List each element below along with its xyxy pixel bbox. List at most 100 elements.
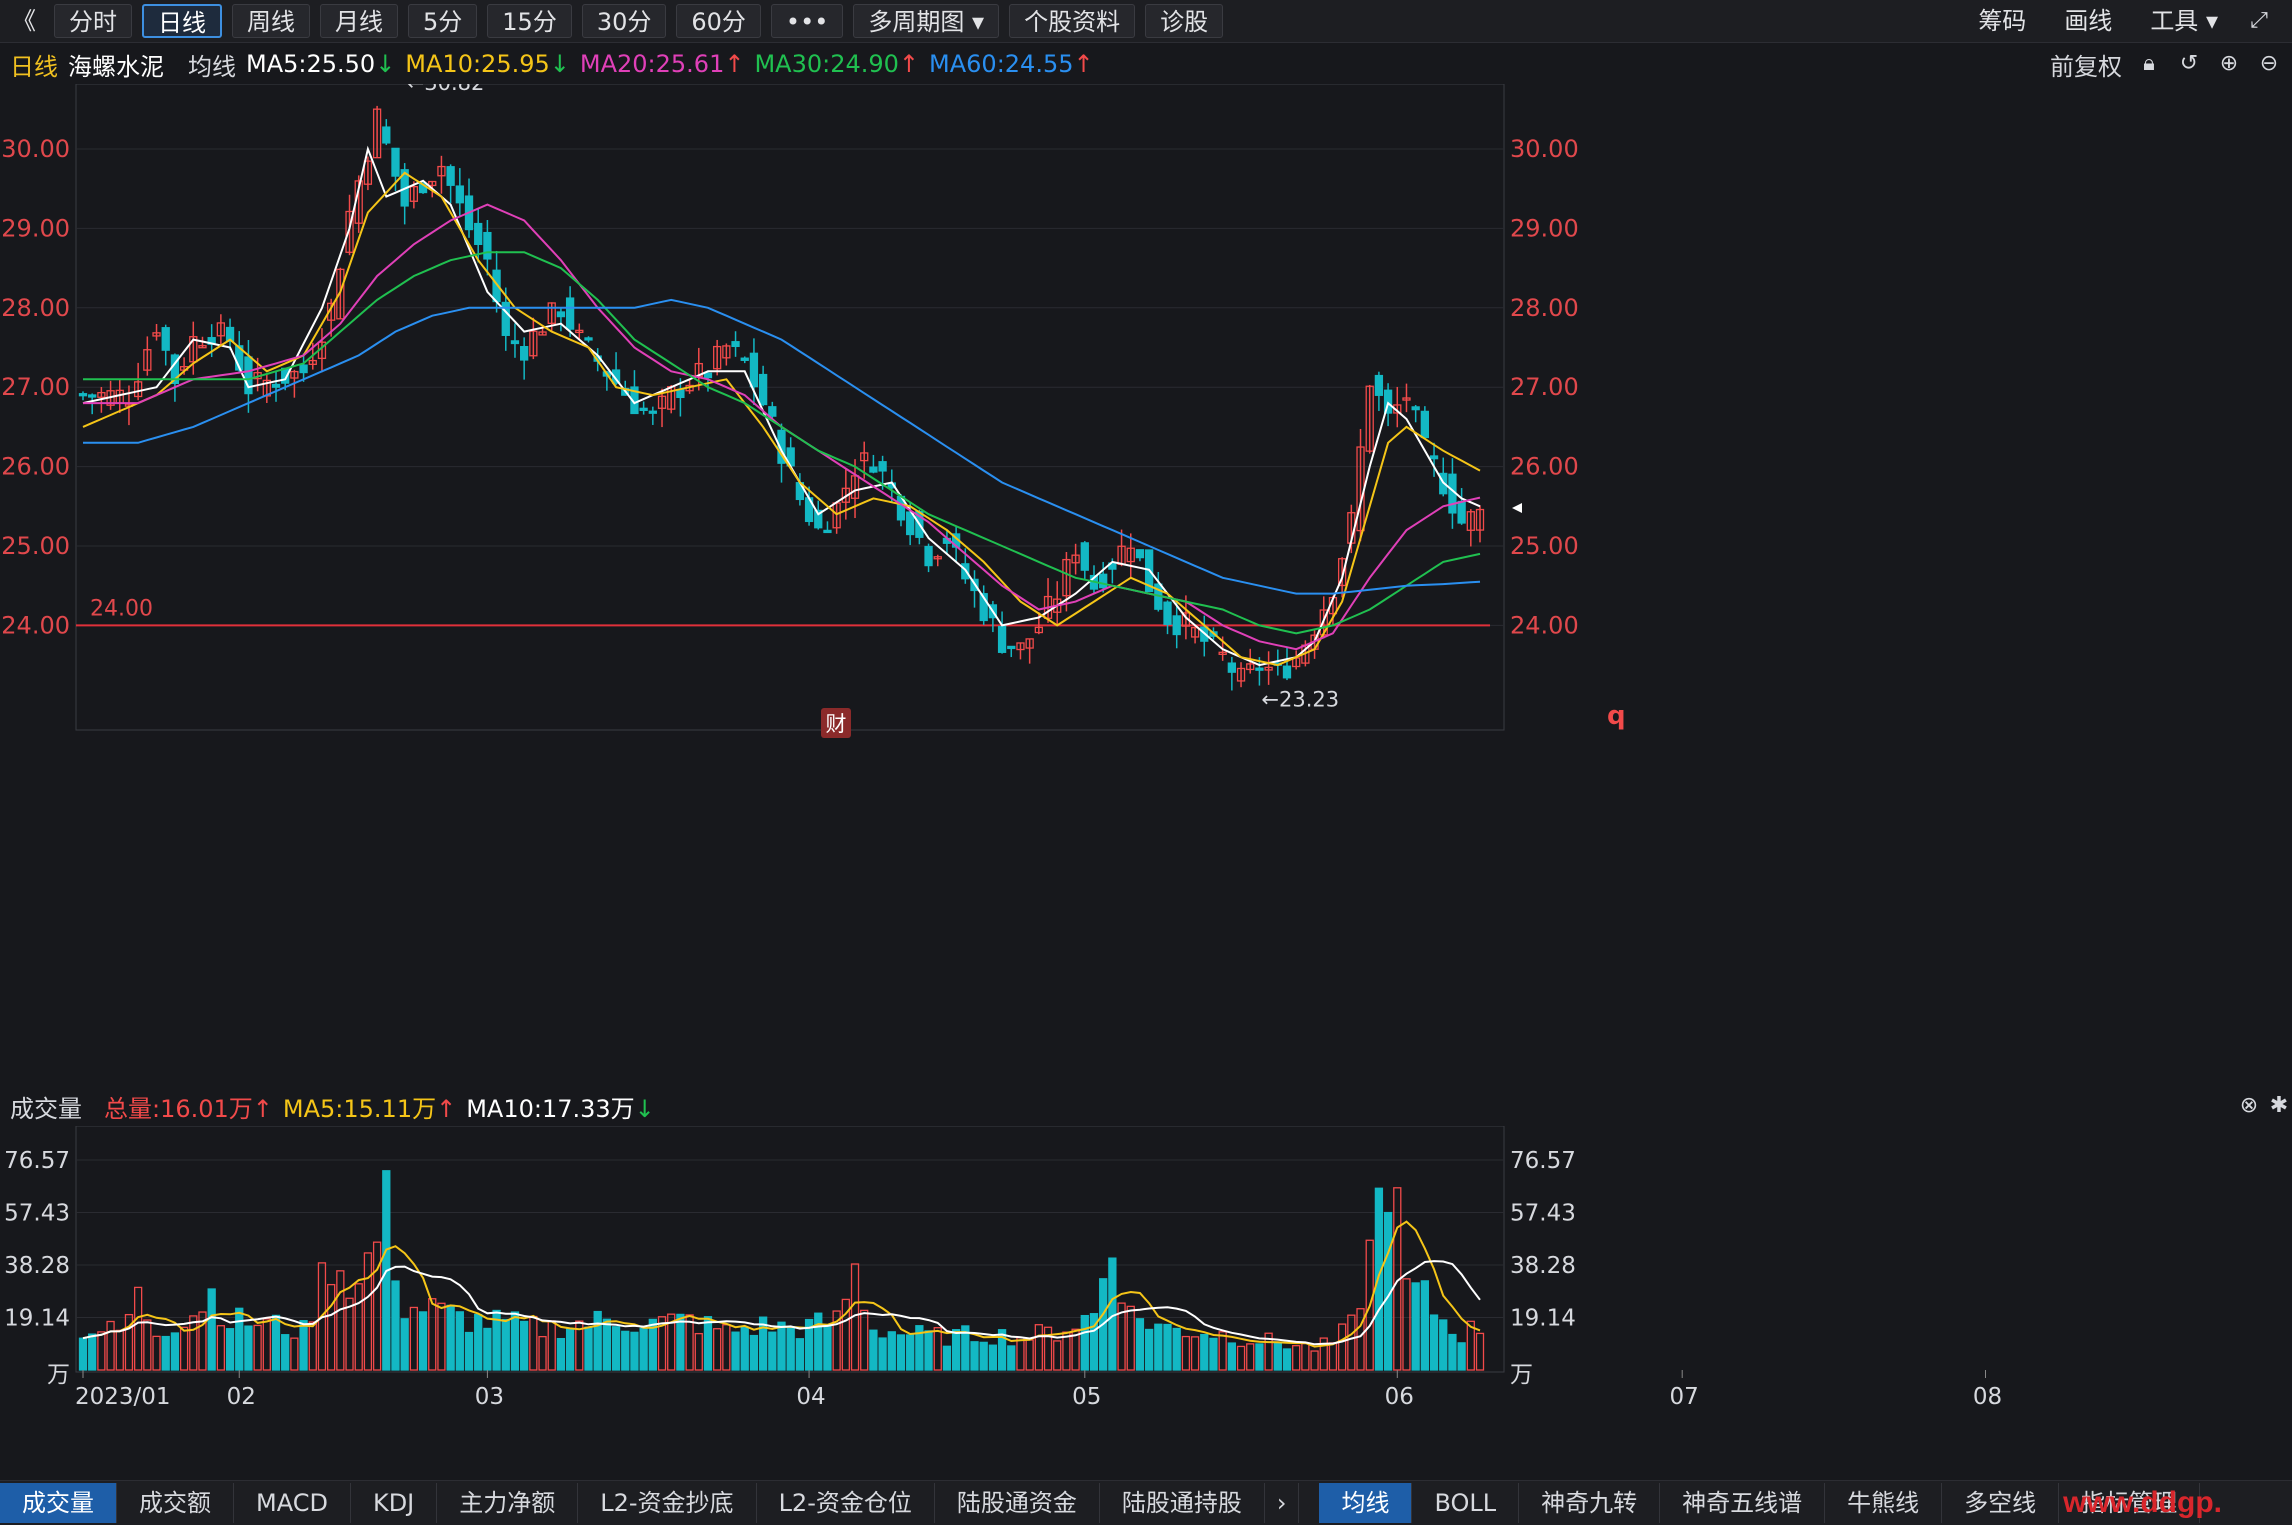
indicator-tab-13[interactable]: 牛熊线: [1825, 1483, 1943, 1523]
settings-icon[interactable]: ✱: [2269, 1093, 2289, 1118]
volume-bar: [1457, 1342, 1466, 1371]
period-tab-3[interactable]: 月线: [320, 4, 398, 38]
y-tick-right: 30.00: [1510, 135, 1579, 163]
high-price-mark: ←30.82: [407, 84, 485, 95]
candle-body: [143, 349, 152, 371]
candlestick-chart[interactable]: 30.00 30.00 29.00 29.00 28.00 28.00 27.00 27.00…: [0, 84, 2292, 1084]
volume-bar: [492, 1309, 501, 1371]
volume-bar: [1016, 1337, 1025, 1371]
volume-bar: [216, 1325, 226, 1371]
period-tab-1[interactable]: 日线: [142, 4, 222, 38]
tabs-scroll-arrow[interactable]: ›: [1265, 1483, 1300, 1523]
candle-body: [547, 302, 556, 324]
tools-button[interactable]: 工具 ▾: [2150, 7, 2218, 35]
volume-tick-right: 38.28: [1510, 1253, 1576, 1279]
chips-button[interactable]: 筹码: [1978, 7, 2027, 35]
ma5-value: MA5:25.50↓: [246, 50, 396, 78]
fullscreen-icon[interactable]: ⤢: [2250, 8, 2268, 33]
volume-header: 成交量 总量:16.01万↑ MA5:15.11万↑ MA10:17.33万↓ …: [0, 1086, 2292, 1126]
volume-bar: [786, 1326, 795, 1371]
period-tab-10[interactable]: 个股资料: [1009, 4, 1136, 38]
finance-event-label: 财: [826, 712, 847, 736]
undo-icon[interactable]: ↺: [2179, 51, 2199, 76]
volume-bar: [271, 1314, 281, 1371]
volume-bar: [483, 1327, 492, 1371]
candle-body: [878, 461, 887, 472]
indicator-tab-15[interactable]: 指标管理: [2059, 1483, 2201, 1523]
y-tick-right: 24.00: [1510, 611, 1579, 639]
indicator-tab-10[interactable]: BOLL: [1412, 1483, 1520, 1523]
candle-body: [1071, 554, 1080, 564]
period-tab-0[interactable]: 分时: [54, 4, 132, 38]
volume-bar: [336, 1270, 345, 1371]
indicator-tab-2[interactable]: MACD: [234, 1483, 351, 1523]
volume-bar: [1227, 1342, 1236, 1371]
volume-bar: [1034, 1324, 1043, 1371]
indicator-tab-4[interactable]: 主力净额: [437, 1483, 579, 1523]
volume-bar: [474, 1313, 483, 1371]
indicator-tab-11[interactable]: 神奇九转: [1519, 1483, 1661, 1523]
candle-body: [244, 356, 253, 395]
candle-body: [327, 302, 336, 321]
candle-body: [520, 345, 529, 361]
period-tab-4[interactable]: 5分: [408, 4, 478, 38]
volume-bar: [446, 1304, 455, 1371]
candle-body: [133, 381, 143, 398]
adjust-button[interactable]: 前复权: [2050, 52, 2122, 81]
volume-bar: [1089, 1313, 1099, 1371]
lock-icon[interactable]: 🔒︎: [2143, 51, 2155, 76]
volume-bar: [933, 1327, 942, 1371]
candle-body: [1218, 651, 1227, 655]
volume-bar: [639, 1327, 648, 1371]
volume-bar: [1190, 1336, 1200, 1371]
candle-body: [979, 593, 988, 622]
x-tick-label: 06: [1385, 1384, 1414, 1410]
volume-bar: [1310, 1350, 1319, 1371]
finance-event-marker: [821, 708, 851, 738]
period-tab-5[interactable]: 15分: [487, 4, 572, 38]
volume-bar: [115, 1329, 124, 1371]
indicator-tab-14[interactable]: 多空线: [1942, 1483, 2060, 1523]
volume-bar: [860, 1309, 869, 1371]
volume-bar: [1181, 1335, 1191, 1371]
back-button[interactable]: 《: [12, 7, 36, 35]
volume-bar: [225, 1328, 235, 1371]
period-tab-6[interactable]: 30分: [581, 4, 667, 38]
candle-body: [455, 185, 464, 204]
indicator-tab-12[interactable]: 神奇五线谱: [1660, 1483, 1826, 1523]
ma-label[interactable]: 均线: [188, 52, 236, 81]
ma10-value: MA10:25.95↓: [405, 50, 570, 78]
volume-chart[interactable]: 76.57 76.57 57.43 57.43 38.28 38.28 19.14 19.14…: [0, 1126, 2292, 1478]
volume-bar: [1117, 1302, 1126, 1371]
candle-body: [740, 357, 749, 361]
indicator-tab-6[interactable]: L2-资金仓位: [757, 1483, 935, 1523]
indicator-tab-1[interactable]: 成交额: [117, 1483, 234, 1523]
candle-body: [1062, 558, 1071, 597]
candle-body: [308, 359, 317, 365]
volume-bar: [400, 1318, 409, 1371]
candle-body: [437, 165, 446, 177]
period-tab-11[interactable]: 诊股: [1145, 4, 1224, 38]
close-volume-icon[interactable]: ⊗: [2239, 1093, 2259, 1118]
indicator-tab-8[interactable]: 陆股通持股: [1100, 1483, 1265, 1523]
candle-body: [997, 625, 1007, 653]
volume-bar: [1319, 1337, 1328, 1371]
volume-bar: [841, 1298, 850, 1371]
period-tab-8[interactable]: •••: [770, 4, 844, 38]
indicator-tab-3[interactable]: KDJ: [351, 1483, 438, 1523]
indicator-tab-0[interactable]: 成交量: [0, 1483, 117, 1523]
draw-line-button[interactable]: 画线: [2064, 7, 2113, 35]
period-tab-2[interactable]: 周线: [232, 4, 310, 38]
candle-body: [428, 180, 437, 187]
zoom-out-icon[interactable]: ⊖: [2259, 51, 2279, 76]
period-tab-9[interactable]: 多周期图 ▾: [853, 4, 1000, 38]
zoom-in-icon[interactable]: ⊕: [2219, 51, 2239, 76]
volume-tick-left: 38.28: [4, 1253, 70, 1279]
indicator-tab-9[interactable]: 均线: [1319, 1483, 1413, 1523]
volume-bar: [1144, 1328, 1154, 1371]
candle-body: [1172, 615, 1181, 636]
period-tab-7[interactable]: 60分: [676, 4, 761, 38]
volume-tick-right: 76.57: [1510, 1148, 1576, 1174]
indicator-tab-5[interactable]: L2-资金抄底: [578, 1483, 757, 1523]
indicator-tab-7[interactable]: 陆股通资金: [935, 1483, 1100, 1523]
